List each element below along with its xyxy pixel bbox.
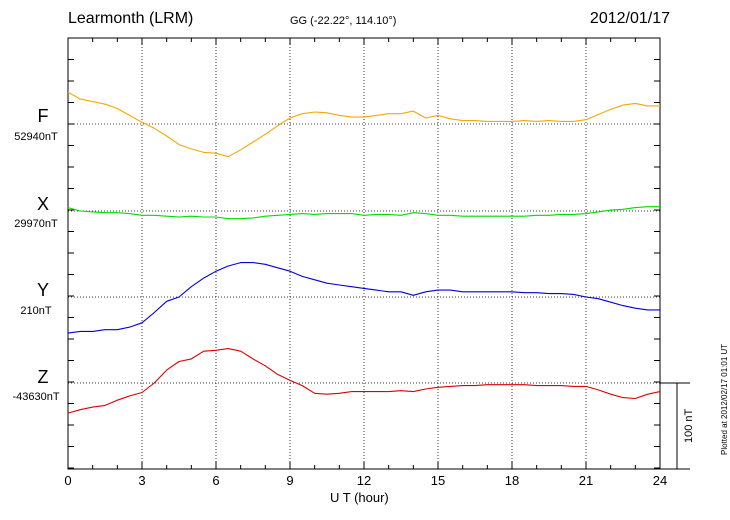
- baseline-label-f: 52940nT: [14, 131, 58, 143]
- x-tick-label: 12: [357, 473, 371, 488]
- x-tick-label: 9: [286, 473, 293, 488]
- baseline-label-x: 29970nT: [14, 218, 58, 230]
- x-tick-label: 15: [431, 473, 445, 488]
- scale-bar-label: 100 nT: [683, 408, 695, 443]
- series-label-z: Z: [37, 367, 49, 387]
- baseline-label-y: 210nT: [20, 305, 52, 317]
- x-tick-label: 0: [64, 473, 71, 488]
- baseline-label-z: -43630nT: [12, 391, 60, 403]
- plotted-timestamp: Plotted at 2012/02/17 01:01 UT: [720, 343, 729, 455]
- x-axis-title: U T (hour): [330, 490, 389, 505]
- x-tick-label: 18: [505, 473, 519, 488]
- date-label: 2012/01/17: [589, 10, 670, 27]
- series-label-x: X: [36, 194, 49, 214]
- series-label-f: F: [37, 106, 49, 126]
- x-tick-label: 6: [212, 473, 219, 488]
- x-tick-label: 3: [138, 473, 145, 488]
- coordinates-label: GG (-22.22°, 114.10°): [290, 15, 397, 27]
- series-line-y: [67, 262, 660, 334]
- x-tick-label: 21: [579, 473, 593, 488]
- series-line-f: [67, 91, 660, 158]
- station-title: Learmonth (LRM): [68, 10, 194, 27]
- series-label-y: Y: [36, 280, 49, 300]
- series-line-x: [67, 206, 660, 220]
- series-line-z: [67, 348, 661, 414]
- x-tick-label: 24: [653, 473, 667, 488]
